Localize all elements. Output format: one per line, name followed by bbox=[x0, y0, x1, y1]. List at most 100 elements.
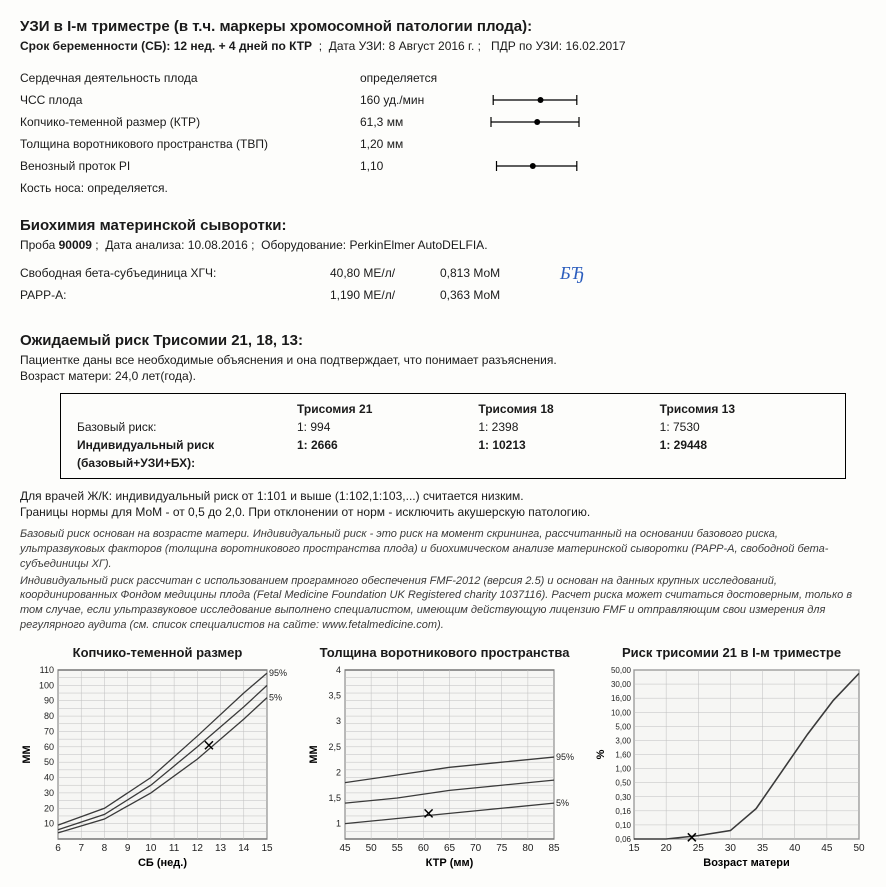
svg-text:0,50: 0,50 bbox=[615, 779, 631, 788]
svg-text:14: 14 bbox=[238, 843, 250, 854]
chart-ktr: Копчико-теменной размер 6789101112131415… bbox=[20, 645, 295, 869]
rr-base-c2: 1: 2398 bbox=[472, 418, 653, 436]
measure-row: Толщина воротникового пространства (ТВП)… bbox=[20, 133, 866, 155]
svg-text:65: 65 bbox=[444, 843, 456, 854]
pdr-label: ПДР по УЗИ: bbox=[491, 39, 562, 53]
svg-text:70: 70 bbox=[470, 843, 482, 854]
chart2-title: Толщина воротникового пространства bbox=[307, 645, 582, 660]
measure-row: Копчико-теменной размер (КТР)61,3 мм bbox=[20, 111, 866, 133]
range-icon bbox=[480, 93, 590, 107]
svg-text:КТР (мм): КТР (мм) bbox=[426, 857, 474, 869]
svg-text:11: 11 bbox=[169, 843, 180, 854]
svg-text:2,5: 2,5 bbox=[328, 742, 341, 752]
measures-block: Сердечная деятельность плодаопределяется… bbox=[20, 67, 866, 199]
rr-ind-label: Индивидуальный риск bbox=[71, 436, 291, 454]
uzi-date-label: Дата УЗИ: bbox=[329, 39, 385, 53]
rr-base-c1: 1: 994 bbox=[291, 418, 472, 436]
bio-label: PAPP-A: bbox=[20, 288, 330, 302]
chart-risk21: Риск трисомии 21 в I-м триместре 0,060,1… bbox=[594, 645, 869, 869]
bio-proba: 90009 bbox=[59, 238, 92, 252]
th-t18: Трисомия 18 bbox=[472, 400, 653, 418]
bio-v2: 0,813 МоМ bbox=[440, 266, 530, 280]
svg-text:25: 25 bbox=[693, 843, 705, 854]
bio-row: Свободная бета-субъединица ХГЧ: 40,80 МЕ… bbox=[20, 262, 866, 284]
svg-text:8: 8 bbox=[102, 843, 108, 854]
rr-base-c3: 1: 7530 bbox=[654, 418, 835, 436]
svg-text:ММ: ММ bbox=[21, 745, 33, 763]
chart1-title: Копчико-теменной размер bbox=[20, 645, 295, 660]
sb-label: Срок беременности (СБ): bbox=[20, 39, 170, 53]
risk-foot1: Для врачей Ж/К: индивидуальный риск от 1… bbox=[20, 489, 866, 503]
svg-text:10,00: 10,00 bbox=[611, 708, 632, 717]
svg-text:40: 40 bbox=[789, 843, 801, 854]
range-icon bbox=[480, 159, 590, 173]
measure-value: 61,3 мм bbox=[360, 115, 480, 129]
main-title: УЗИ в I-м триместре (в т.ч. маркеры хром… bbox=[20, 18, 866, 35]
svg-text:1,00: 1,00 bbox=[615, 764, 631, 773]
svg-text:80: 80 bbox=[522, 843, 534, 854]
bio-equip-label: Оборудование: bbox=[261, 238, 346, 252]
svg-text:95%: 95% bbox=[269, 668, 287, 678]
svg-text:15: 15 bbox=[628, 843, 640, 854]
measure-row: ЧСС плода160 уд./мин bbox=[20, 89, 866, 111]
svg-text:30: 30 bbox=[44, 788, 54, 798]
bio-rows: Свободная бета-субъединица ХГЧ: 40,80 МЕ… bbox=[20, 262, 866, 306]
svg-text:9: 9 bbox=[125, 843, 131, 854]
rr-ind-c2: 1: 10213 bbox=[472, 436, 653, 454]
svg-text:100: 100 bbox=[39, 680, 54, 690]
svg-text:95%: 95% bbox=[556, 752, 574, 762]
svg-text:16,00: 16,00 bbox=[611, 694, 632, 703]
bio-equip: PerkinElmer AutoDELFIA. bbox=[349, 238, 487, 252]
svg-text:60: 60 bbox=[418, 843, 430, 854]
risk-foot2: Границы нормы для МоМ - от 0,5 до 2,0. П… bbox=[20, 505, 866, 519]
measure-value: 160 уд./мин bbox=[360, 93, 480, 107]
svg-text:75: 75 bbox=[496, 843, 508, 854]
bio-date: 10.08.2016 bbox=[188, 238, 248, 252]
chart1-svg: 6789101112131415102030405060708090100110… bbox=[20, 664, 295, 869]
svg-text:ММ: ММ bbox=[308, 745, 320, 763]
svg-text:5,00: 5,00 bbox=[615, 722, 631, 731]
measure-label: Кость носа: определяется. bbox=[20, 181, 360, 195]
bio-v1: 1,190 МЕ/л/ bbox=[330, 288, 440, 302]
svg-text:7: 7 bbox=[78, 843, 84, 854]
svg-text:35: 35 bbox=[757, 843, 769, 854]
svg-text:70: 70 bbox=[44, 726, 54, 736]
svg-text:55: 55 bbox=[392, 843, 404, 854]
bio-date-label: Дата анализа: bbox=[105, 238, 184, 252]
svg-text:45: 45 bbox=[821, 843, 833, 854]
measure-value: 1,20 мм bbox=[360, 137, 480, 151]
measure-label: ЧСС плода bbox=[20, 93, 360, 107]
measure-row: Сердечная деятельность плодаопределяется bbox=[20, 67, 866, 89]
bio-proba-label: Проба bbox=[20, 238, 55, 252]
svg-text:15: 15 bbox=[261, 843, 273, 854]
th-t21: Трисомия 21 bbox=[291, 400, 472, 418]
svg-text:1,5: 1,5 bbox=[328, 793, 341, 803]
svg-text:12: 12 bbox=[192, 843, 204, 854]
risk-row-base: Базовый риск: 1: 994 1: 2398 1: 7530 bbox=[71, 418, 835, 436]
svg-text:50: 50 bbox=[853, 843, 865, 854]
svg-text:30,00: 30,00 bbox=[611, 680, 632, 689]
signature: БЂ bbox=[560, 263, 585, 284]
svg-text:20: 20 bbox=[661, 843, 673, 854]
measure-row: Венозный проток PI1,10 bbox=[20, 155, 866, 177]
bio-v2: 0,363 МоМ bbox=[440, 288, 530, 302]
chart3-title: Риск трисомии 21 в I-м триместре bbox=[594, 645, 869, 660]
measure-value: 1,10 bbox=[360, 159, 480, 173]
risk-note2: Возраст матери: 24,0 лет(года). bbox=[20, 369, 866, 383]
chart-tvp: Толщина воротникового пространства 45505… bbox=[307, 645, 582, 869]
measure-label: Копчико-теменной размер (КТР) bbox=[20, 115, 360, 129]
svg-text:2: 2 bbox=[336, 767, 341, 777]
svg-text:10: 10 bbox=[44, 819, 54, 829]
svg-text:5%: 5% bbox=[269, 693, 282, 703]
chart2-svg: 45505560657075808511,522,533,5495%5%КТР … bbox=[307, 664, 582, 869]
svg-text:10: 10 bbox=[145, 843, 157, 854]
svg-text:0,10: 0,10 bbox=[615, 821, 631, 830]
svg-text:50: 50 bbox=[44, 757, 54, 767]
svg-text:СБ (нед.): СБ (нед.) bbox=[138, 857, 187, 869]
measure-label: Сердечная деятельность плода bbox=[20, 71, 360, 85]
rr-ind-c3: 1: 29448 bbox=[654, 436, 835, 454]
risk-table: Трисомия 21 Трисомия 18 Трисомия 13 Базо… bbox=[60, 393, 846, 479]
rr-sub: (базовый+УЗИ+БХ): bbox=[71, 454, 291, 472]
charts-row: Копчико-теменной размер 6789101112131415… bbox=[20, 645, 866, 869]
bio-v1: 40,80 МЕ/л/ bbox=[330, 266, 440, 280]
